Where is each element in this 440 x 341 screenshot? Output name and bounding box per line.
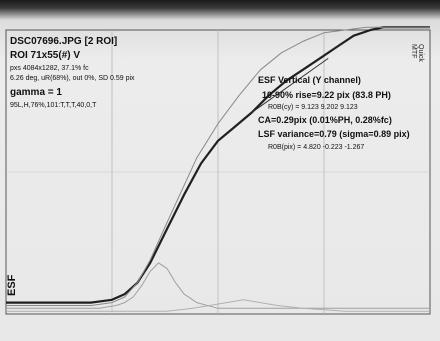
- filename-label: DSC07696.JPG [2 ROI]: [10, 36, 118, 47]
- info-line-2: 6.26 deg, uR(68%), out 0%, SD 0.59 pix: [10, 75, 135, 82]
- esf-series-line-2: [6, 26, 430, 306]
- esf-series-line-3: [6, 262, 430, 309]
- esf-series-line-4: [6, 299, 430, 312]
- params-line: 95L,H,76%,101:T,T,T,40,0,T: [10, 102, 97, 109]
- y-axis-label: ESF: [6, 274, 18, 296]
- roi-label: ROI 71x55(#) V: [10, 50, 81, 61]
- ca-label: CA=0.29pix (0.01%PH, 0.28%fc): [258, 115, 392, 125]
- rise-label: 10-90% rise=9.22 pix (83.8 PH): [262, 90, 391, 100]
- rgb-pixels-line: R0B(pix) = 4.820 -0.223 -1.267: [268, 144, 365, 151]
- esf-title: ESF Vertical (Y channel): [258, 75, 361, 85]
- annotation-pointer: [251, 57, 329, 113]
- lsf-variance-label: LSF variance=0.79 (sigma=0.89 pix): [258, 129, 410, 139]
- corner-label: Quick MTF: [410, 44, 424, 62]
- rgb-cycles-line: R0B(cy) = 9.123 9.202 9.123: [268, 104, 358, 111]
- info-line-1: pxs 4084x1282, 37.1% fc: [10, 65, 89, 72]
- plot-curves: [6, 26, 430, 312]
- gamma-label: gamma = 1: [10, 87, 62, 98]
- plot-grid: [5, 29, 431, 315]
